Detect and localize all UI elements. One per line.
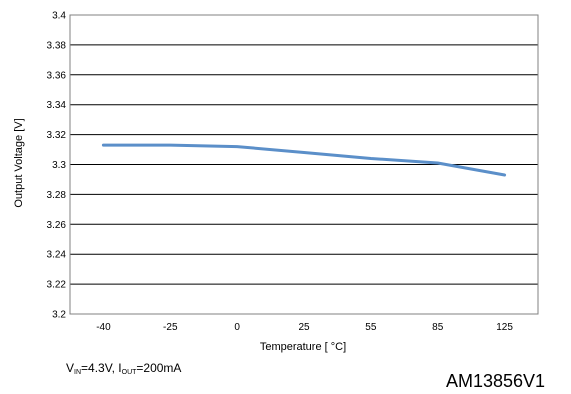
x-tick-labels: -40 -25 0 25 55 85 125 — [96, 322, 513, 333]
x-tick-label: -40 — [96, 322, 111, 333]
y-tick-label: 3.28 — [47, 190, 67, 201]
condition-v-subscript: IN — [74, 369, 82, 376]
y-tick-labels: 3.2 3.22 3.24 3.26 3.28 3.3 3.32 3.34 3.36 3.38 3.… — [47, 11, 67, 321]
y-tick-label: 3.32 — [47, 130, 67, 141]
condition-i-subscript: OUT — [121, 369, 137, 376]
condition-i-symbol: I — [118, 361, 122, 375]
y-tick-label: 3.38 — [47, 40, 67, 51]
y-tick-label: 3.36 — [47, 70, 67, 81]
test-condition: VIN=4.3V, IOUT=200mA — [66, 361, 181, 376]
condition-v-value: =4.3V, — [81, 361, 119, 375]
series-line — [101, 143, 507, 177]
y-tick-label: 3.2 — [52, 310, 66, 321]
condition-i-value: =200mA — [136, 361, 182, 375]
y-tick-label: 3.34 — [47, 100, 67, 111]
x-tick-label: 125 — [496, 322, 513, 333]
x-axis-label: Temperature [ °C] — [260, 341, 346, 353]
figure-code: AM13856V1 — [446, 371, 546, 391]
y-tick-label: 3.24 — [47, 250, 67, 261]
x-tick-label: -25 — [163, 322, 178, 333]
y-tick-label: 3.22 — [47, 280, 67, 291]
y-tick-label: 3.26 — [47, 220, 67, 231]
x-tick-label: 85 — [432, 322, 444, 333]
x-tick-label: 25 — [298, 322, 310, 333]
y-tick-label: 3.3 — [52, 160, 66, 171]
y-tick-label: 3.4 — [52, 11, 66, 22]
series-layer — [101, 143, 507, 177]
plot-frame — [69, 14, 539, 315]
gridlines — [70, 44, 538, 285]
condition-v-symbol: V — [66, 361, 75, 375]
x-tick-label: 55 — [365, 322, 377, 333]
x-tick-label: 0 — [234, 322, 240, 333]
y-axis-label: Output Voltage [V] — [13, 118, 25, 207]
